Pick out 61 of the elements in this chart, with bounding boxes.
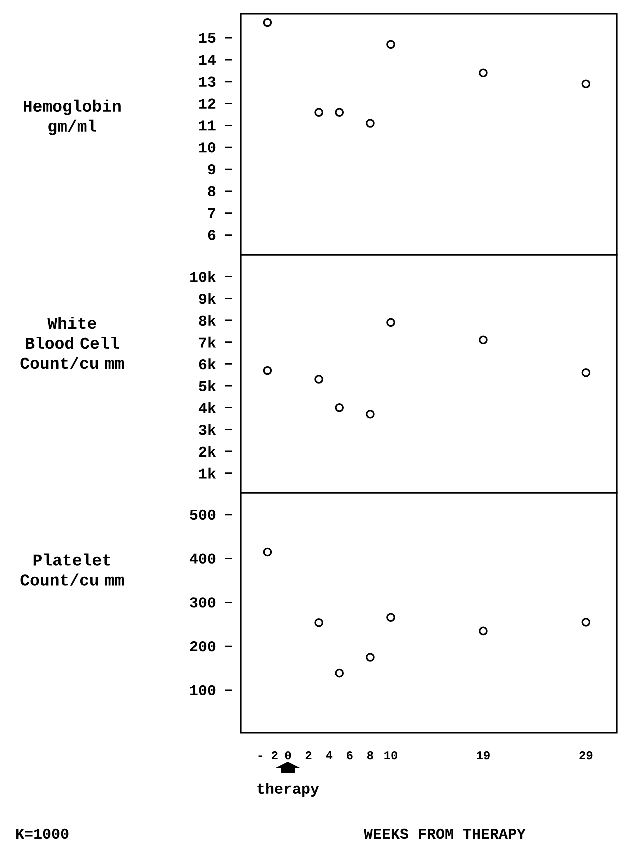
point [335,668,344,678]
y-tick-label: 7 [208,208,216,218]
y-tick-label: 5k [199,380,216,392]
y-axis-title: White Blood Cell Count/cu mm [20,317,124,370]
point [479,626,488,636]
point [263,18,272,28]
point [479,68,488,78]
y-tick-label: 9 [208,164,216,175]
point [582,618,591,627]
y-tick-label: 15 [199,33,216,44]
y-tick-label: 7k [199,336,216,348]
point [366,119,375,128]
y-tick-label: 13 [199,76,216,88]
y-tick-label: 500 [190,510,216,520]
x-tick-label: 4 [326,752,333,760]
x-tick-label: 29 [580,752,593,760]
point [582,80,591,88]
point [314,108,324,117]
y-axis-title: Hemoglobin gm/ml [24,100,121,136]
point [386,318,396,328]
y-tick-label: 1k [199,468,216,479]
point [386,613,396,622]
point [582,368,591,378]
y-tick-label: 8 [208,186,216,197]
y-tick-label: 6k [199,358,216,370]
point [479,336,488,345]
point [366,653,375,662]
x-tick-label: 6 [347,752,353,760]
point [263,548,272,557]
x-tick-label: 19 [477,752,490,760]
x-tick-label: 2 [306,752,312,760]
y-tick-label: 12 [199,98,216,109]
y-tick-label: 10k [190,271,216,282]
point [335,403,344,412]
y-axis-title: Platelet Count/cu mm [20,554,124,586]
y-tick-label: 200 [190,641,216,652]
point [335,108,344,117]
y-tick-label: 10 [199,142,216,153]
x-tick-label: - 2 [258,752,278,760]
point [366,410,375,419]
y-tick-label: 8k [199,314,216,326]
y-tick-label: 300 [190,598,216,608]
y-tick-label: 9k [199,293,216,304]
y-tick-label: 100 [190,685,216,696]
point [263,366,272,376]
y-tick-label: 4k [198,402,216,414]
y-tick-label: 11 [199,120,216,131]
y-tick-label: 3k [199,424,216,436]
x-tick-label: 0 [285,752,292,760]
point [314,618,324,628]
point [386,40,396,50]
y-tick-label: 6 [208,230,216,240]
y-tick-label: 2k [199,446,216,457]
text: K=1000 [16,828,69,840]
y-tick-label: 400 [190,554,216,564]
y-tick-label: 14 [199,55,216,65]
x-tick-label: 10 [384,752,398,760]
point [314,375,324,384]
x-axis-title: WEEKS FROM THERAPY [364,828,526,840]
text: therapy [258,783,320,797]
x-tick-label: 8 [367,752,374,760]
